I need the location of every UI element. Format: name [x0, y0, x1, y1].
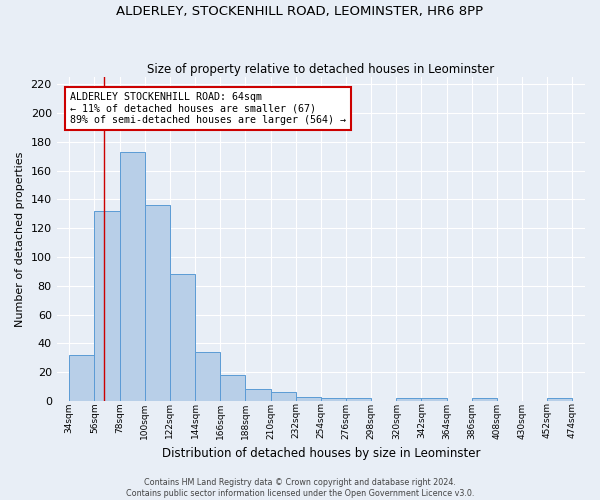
Bar — [145, 205, 170, 401]
Bar — [119, 152, 145, 401]
Bar — [296, 396, 321, 401]
Bar — [346, 398, 371, 401]
Title: Size of property relative to detached houses in Leominster: Size of property relative to detached ho… — [147, 63, 494, 76]
Bar — [245, 390, 271, 401]
Bar — [321, 398, 346, 401]
Bar — [397, 398, 421, 401]
Bar — [69, 355, 94, 401]
Bar — [94, 211, 119, 401]
Bar — [195, 352, 220, 401]
Bar — [421, 398, 446, 401]
Bar — [170, 274, 195, 401]
Bar — [547, 398, 572, 401]
Text: Contains HM Land Registry data © Crown copyright and database right 2024.
Contai: Contains HM Land Registry data © Crown c… — [126, 478, 474, 498]
Bar — [271, 392, 296, 401]
Bar — [472, 398, 497, 401]
Text: ALDERLEY, STOCKENHILL ROAD, LEOMINSTER, HR6 8PP: ALDERLEY, STOCKENHILL ROAD, LEOMINSTER, … — [116, 5, 484, 18]
X-axis label: Distribution of detached houses by size in Leominster: Distribution of detached houses by size … — [161, 447, 480, 460]
Y-axis label: Number of detached properties: Number of detached properties — [15, 152, 25, 326]
Text: ALDERLEY STOCKENHILL ROAD: 64sqm
← 11% of detached houses are smaller (67)
89% o: ALDERLEY STOCKENHILL ROAD: 64sqm ← 11% o… — [70, 92, 346, 125]
Bar — [220, 375, 245, 401]
